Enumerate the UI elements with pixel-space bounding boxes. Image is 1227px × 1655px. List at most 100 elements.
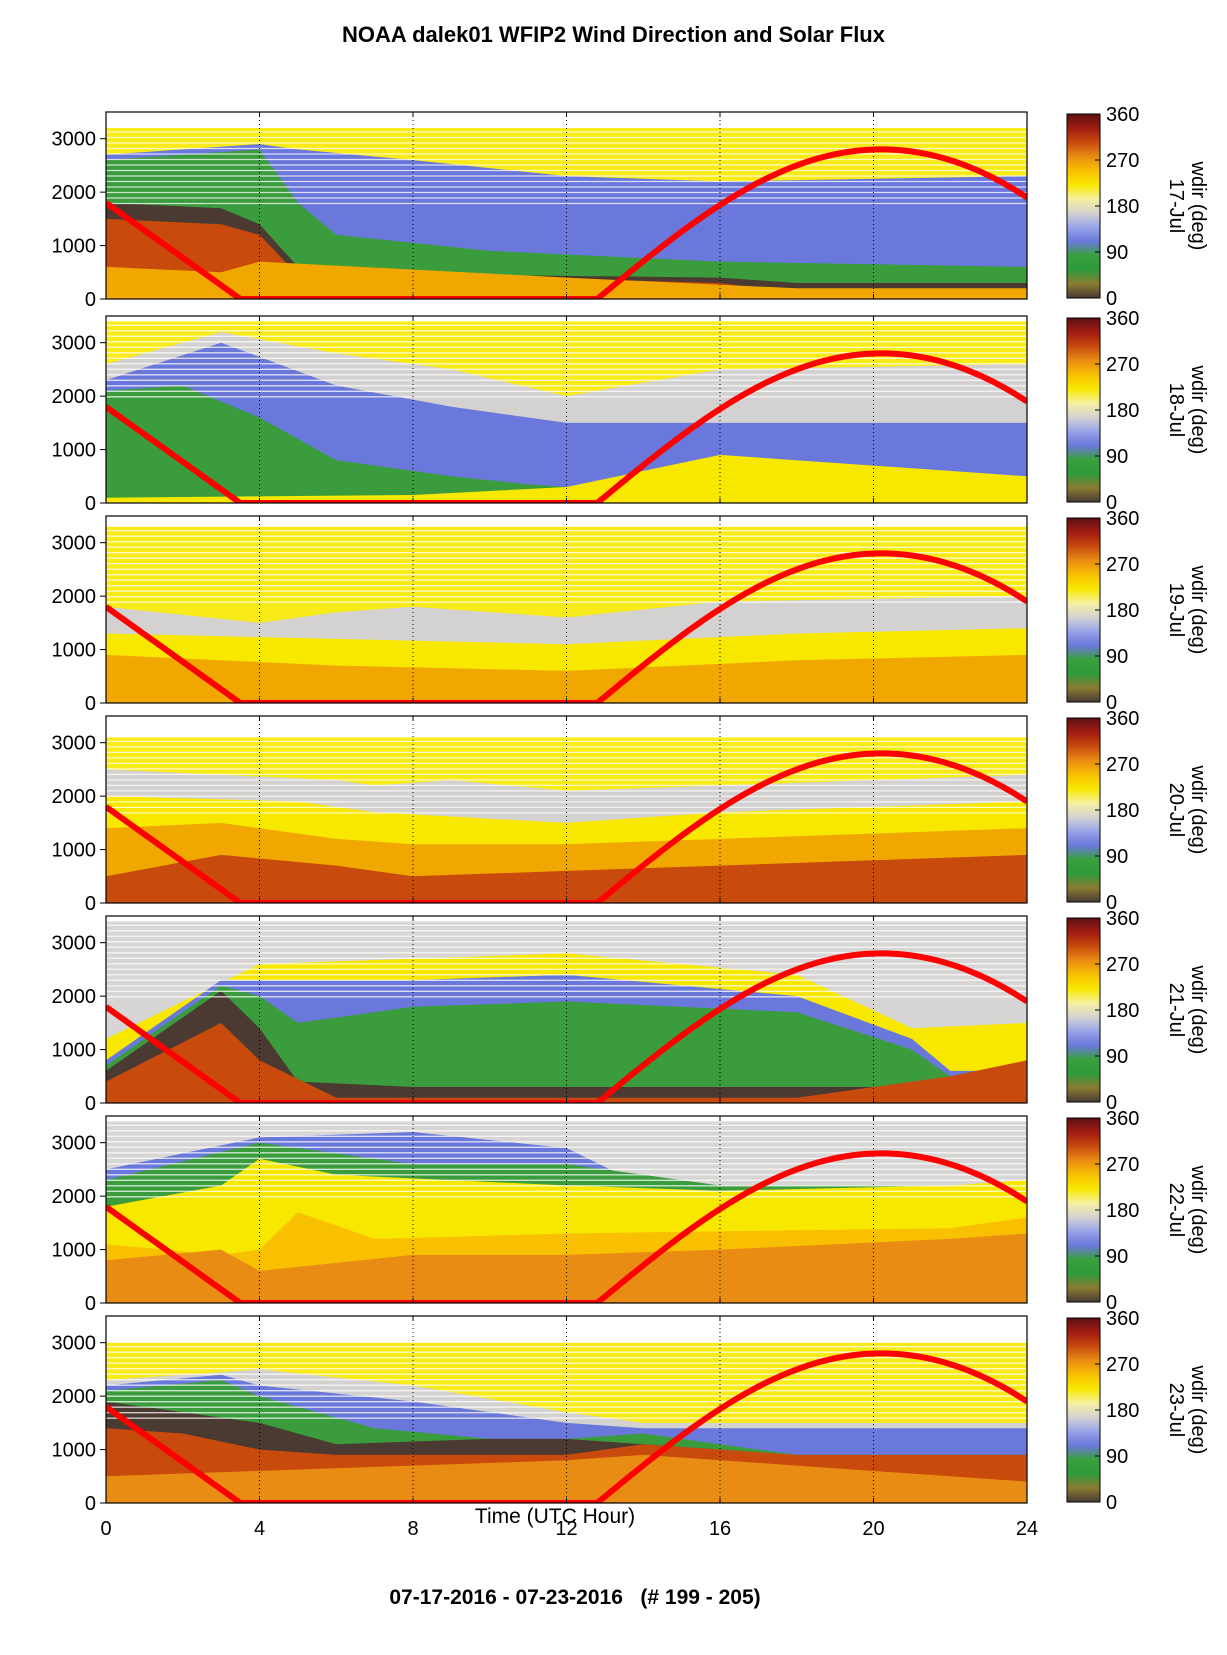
panel-22-Jul: 0 1000 2000 3000 0 90 180 270 360 wdir (deg)22-Ju… [52, 1108, 1210, 1315]
panel-date-label: 23-Jul [1165, 1383, 1187, 1437]
panel-23-Jul: 0 1000 2000 3000 0 90 180 270 360 wdir (deg)23-Ju… [52, 1308, 1210, 1515]
y-tick-label: 0 [85, 893, 96, 915]
heatmap-layer [106, 1454, 1027, 1503]
footer-date-range: 07-17-2016 - 07-23-2016 (# 199 - 205) [389, 1586, 761, 1609]
y-tick-label: 0 [85, 289, 96, 311]
panel-date-label: 17-Jul [1165, 179, 1187, 233]
colorbar-tick-label: 270 [1106, 1154, 1139, 1176]
panel-date-label: 20-Jul [1165, 783, 1187, 837]
solar-flux-curve [106, 550, 1027, 703]
solar-flux-curve [106, 750, 1027, 903]
x-tick-label: 20 [862, 1518, 884, 1540]
panel-18-Jul: 0 1000 2000 3000 0 90 180 270 360 wdir (deg)18-Ju… [52, 308, 1210, 515]
colorbar [1066, 917, 1101, 1103]
x-tick-label: 16 [709, 1518, 731, 1540]
y-tick-label: 3000 [52, 129, 97, 151]
solar-flux-curve [106, 950, 1027, 1103]
colorbar-tick-label: 180 [1106, 1200, 1139, 1222]
colorbar-label: wdir (deg) [1187, 765, 1209, 855]
colorbar [1066, 113, 1101, 299]
figure-title: NOAA dalek01 WFIP2 Wind Direction and So… [342, 22, 885, 47]
colorbar-label: wdir (deg) [1187, 1165, 1209, 1255]
colorbar [1066, 317, 1101, 503]
colorbar [1066, 1317, 1101, 1503]
colorbar-tick-label: 90 [1106, 646, 1128, 668]
solar-flux-curve [106, 1350, 1027, 1503]
colorbar-tick-label: 0 [1106, 1092, 1117, 1114]
panel-date-label: 21-Jul [1165, 983, 1187, 1037]
y-tick-label: 1000 [52, 1240, 97, 1262]
colorbar-tick-label: 180 [1106, 800, 1139, 822]
panel-date-label: 22-Jul [1165, 1183, 1187, 1237]
x-tick-label: 8 [407, 1518, 418, 1540]
y-tick-label: 0 [85, 693, 96, 715]
colorbar-tick-label: 180 [1106, 1400, 1139, 1422]
colorbar [1066, 1117, 1101, 1303]
y-tick-label: 1000 [52, 1040, 97, 1062]
colorbar-tick-label: 90 [1106, 1046, 1128, 1068]
y-tick-label: 2000 [52, 786, 97, 808]
solar-flux-curve [106, 1150, 1027, 1303]
colorbar-tick-label: 360 [1106, 508, 1139, 530]
panel-20-Jul: 0 1000 2000 3000 0 90 180 270 360 wdir (deg)20-Ju… [52, 708, 1210, 915]
colorbar-tick-label: 360 [1106, 1308, 1139, 1330]
y-tick-label: 0 [85, 1293, 96, 1315]
y-tick-label: 1000 [52, 1440, 97, 1462]
colorbar-label: wdir (deg) [1187, 1365, 1209, 1455]
y-tick-label: 3000 [52, 1133, 97, 1155]
colorbar-tick-label: 0 [1106, 692, 1117, 714]
colorbar-tick-label: 0 [1106, 288, 1117, 310]
y-tick-label: 2000 [52, 986, 97, 1008]
colorbar-label: wdir (deg) [1187, 965, 1209, 1055]
colorbar-tick-label: 270 [1106, 1354, 1139, 1376]
x-tick-label: 0 [100, 1518, 111, 1540]
colorbar-label: wdir (deg) [1187, 365, 1209, 455]
colorbar-tick-label: 180 [1106, 400, 1139, 422]
colorbar-tick-label: 270 [1106, 754, 1139, 776]
y-tick-label: 1000 [52, 440, 97, 462]
colorbar-tick-label: 180 [1106, 600, 1139, 622]
colorbar-tick-label: 0 [1106, 1292, 1117, 1314]
y-tick-label: 0 [85, 1093, 96, 1115]
y-tick-label: 3000 [52, 933, 97, 955]
colorbar-tick-label: 360 [1106, 1108, 1139, 1130]
colorbar-tick-label: 360 [1106, 308, 1139, 330]
heatmap-layer [106, 854, 1027, 903]
y-tick-label: 2000 [52, 386, 97, 408]
y-tick-label: 3000 [52, 1333, 97, 1355]
colorbar-tick-label: 360 [1106, 908, 1139, 930]
heatmap-layer [106, 385, 1027, 503]
colorbar-tick-label: 90 [1106, 446, 1128, 468]
colorbar-tick-label: 360 [1106, 708, 1139, 730]
heatmap-layer [106, 454, 1027, 503]
colorbar-tick-label: 270 [1106, 150, 1139, 172]
no-data-region [106, 716, 1027, 738]
colorbar-tick-label: 270 [1106, 354, 1139, 376]
colorbar-label: wdir (deg) [1187, 565, 1209, 655]
panel-19-Jul: 0 1000 2000 3000 0 90 180 270 360 wdir (deg)19-Ju… [52, 508, 1210, 715]
x-tick-label: 12 [555, 1518, 577, 1540]
panel-17-Jul: 0 1000 2000 3000 0 90 180 270 360 wdir (deg)17-Ju… [52, 104, 1210, 311]
x-tick-label: 24 [1016, 1518, 1038, 1540]
colorbar-tick-label: 360 [1106, 104, 1139, 126]
colorbar-tick-label: 0 [1106, 1492, 1117, 1514]
y-tick-label: 2000 [52, 182, 97, 204]
y-tick-label: 2000 [52, 1386, 97, 1408]
colorbar-tick-label: 270 [1106, 554, 1139, 576]
colorbar-tick-label: 180 [1106, 1000, 1139, 1022]
panel-date-label: 19-Jul [1165, 583, 1187, 637]
colorbar-tick-label: 90 [1106, 242, 1128, 264]
y-tick-label: 2000 [52, 1186, 97, 1208]
colorbar-tick-label: 0 [1106, 492, 1117, 514]
solar-flux-curve [106, 350, 1027, 503]
panel-21-Jul: 0 1000 2000 3000 0 90 180 270 360 wdir (deg)21-Ju… [52, 908, 1210, 1115]
y-tick-label: 3000 [52, 733, 97, 755]
y-tick-label: 1000 [52, 640, 97, 662]
heatmap-layer [106, 1022, 1027, 1103]
colorbar-tick-label: 90 [1106, 846, 1128, 868]
y-tick-label: 0 [85, 493, 96, 515]
colorbar-tick-label: 180 [1106, 196, 1139, 218]
heatmap-layer [106, 654, 1027, 703]
y-tick-label: 1000 [52, 840, 97, 862]
x-axis-label: Time (UTC Hour) [474, 1505, 636, 1528]
